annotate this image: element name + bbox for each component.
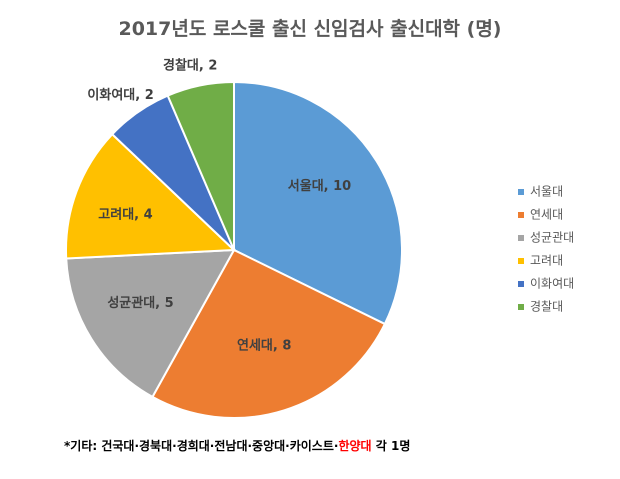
pie-slice-1 [233, 80, 403, 326]
legend-swatch-4 [518, 258, 524, 264]
footnote-prefix: *기타: 건국대·경북대·경희대·전남대·중앙대·카이스트· [64, 439, 339, 453]
legend-label-2: 연세대 [530, 208, 563, 222]
legend-swatch-2 [518, 212, 524, 218]
pie-slice-3 [65, 248, 236, 399]
legend-label-4: 고려대 [530, 254, 563, 268]
pie-slices [65, 80, 403, 419]
footnote-suffix: 각 1명 [371, 439, 411, 453]
footnote: *기타: 건국대·경북대·경희대·전남대·중앙대·카이스트·한양대 각 1명 [64, 437, 410, 454]
legend-label-1: 서울대 [530, 185, 563, 199]
slice-label-5: 이화여대, 2 [87, 87, 153, 103]
legend-swatch-5 [518, 281, 524, 287]
legend-swatch-6 [518, 304, 524, 310]
slice-label-6: 경찰대, 2 [163, 57, 217, 73]
slice-label-1: 서울대, 10 [288, 178, 351, 194]
slice-labels: 서울대, 10 연세대, 8 성균관대, 5 고려대, 4 이화여대, 2 경찰대, 2 [87, 57, 351, 353]
slice-label-2: 연세대, 8 [237, 339, 291, 354]
legend-label-5: 이화여대 [530, 277, 574, 291]
pie-slice-4 [65, 132, 237, 260]
legend-label-3: 성균관대 [530, 231, 574, 245]
legend-swatch-3 [518, 235, 524, 241]
legend-label-6: 경찰대 [530, 300, 563, 314]
pie-slice-2 [151, 248, 387, 419]
chart-title: 2017년도 로스쿨 출신 신임검사 출신대학 (명) [118, 18, 502, 40]
footnote-highlight: 한양대 [338, 439, 372, 453]
legend-swatch-1 [518, 189, 524, 195]
slice-label-4: 고려대, 4 [98, 207, 152, 223]
pie-slice-6 [166, 80, 235, 251]
slice-label-3: 성균관대, 5 [107, 295, 173, 311]
